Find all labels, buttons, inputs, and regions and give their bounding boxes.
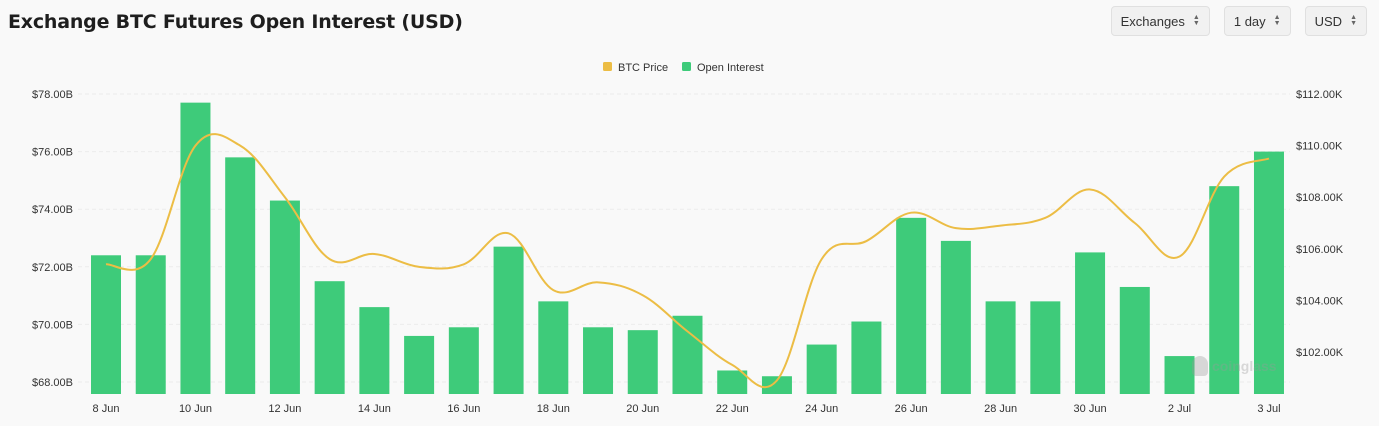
y-left-tick-label: $78.00B bbox=[32, 89, 73, 101]
exchanges-select[interactable]: Exchanges ▲ ▼ bbox=[1110, 6, 1210, 36]
coinglass-logo-icon bbox=[1192, 356, 1208, 376]
oi-bar bbox=[627, 330, 658, 394]
oi-bar bbox=[1164, 356, 1195, 394]
chevron-updown-icon: ▲ ▼ bbox=[1350, 14, 1357, 27]
oi-bar bbox=[1075, 252, 1106, 394]
x-tick-label: 22 Jun bbox=[716, 403, 749, 415]
btc-price-line bbox=[105, 133, 1270, 389]
oi-bar bbox=[91, 255, 121, 394]
page-title: Exchange BTC Futures Open Interest (USD) bbox=[8, 11, 463, 33]
x-tick-label: 18 Jun bbox=[537, 403, 570, 415]
oi-bar bbox=[269, 200, 300, 394]
oi-bar bbox=[583, 327, 614, 394]
y-right-tick-label: $106.00K bbox=[1296, 244, 1344, 256]
y-left-tick-label: $72.00B bbox=[32, 262, 73, 274]
x-tick-label: 20 Jun bbox=[626, 403, 659, 415]
x-tick-label: 2 Jul bbox=[1168, 403, 1191, 415]
oi-bar bbox=[225, 157, 256, 394]
y-left-tick-label: $74.00B bbox=[32, 204, 73, 216]
x-tick-label: 12 Jun bbox=[268, 403, 301, 415]
legend-label: Open Interest bbox=[697, 62, 764, 74]
x-tick-label: 3 Jul bbox=[1257, 403, 1280, 415]
oi-bar bbox=[314, 281, 345, 394]
oi-bar bbox=[1119, 286, 1150, 394]
chart-controls: Exchanges ▲ ▼ 1 day ▲ ▼ USD ▲ ▼ bbox=[1110, 6, 1367, 36]
legend-swatch bbox=[603, 62, 612, 71]
watermark-text: coinglass bbox=[1212, 358, 1277, 374]
oi-bar bbox=[761, 376, 792, 394]
oi-bar bbox=[985, 301, 1016, 394]
currency-select[interactable]: USD ▲ ▼ bbox=[1304, 6, 1367, 36]
y-right-tick-label: $112.00K bbox=[1296, 89, 1343, 101]
y-left-tick-label: $76.00B bbox=[32, 147, 73, 159]
oi-bar bbox=[135, 255, 166, 394]
oi-bar bbox=[538, 301, 569, 394]
oi-bar bbox=[717, 370, 748, 394]
oi-bar bbox=[1253, 151, 1284, 394]
currency-select-label: USD bbox=[1314, 13, 1343, 29]
oi-bar bbox=[940, 240, 971, 394]
x-tick-label: 10 Jun bbox=[179, 403, 212, 415]
x-tick-label: 16 Jun bbox=[447, 403, 480, 415]
oi-bar bbox=[359, 307, 390, 394]
y-right-tick-label: $102.00K bbox=[1296, 347, 1344, 359]
oi-bar bbox=[896, 217, 927, 394]
watermark: coinglass bbox=[1192, 356, 1277, 376]
legend-label: BTC Price bbox=[618, 62, 668, 74]
x-tick-label: 14 Jun bbox=[358, 403, 391, 415]
oi-bar bbox=[806, 344, 837, 394]
oi-bar bbox=[1030, 301, 1061, 394]
chevron-updown-icon: ▲ ▼ bbox=[1192, 14, 1200, 27]
chevron-updown-icon: ▲ ▼ bbox=[1273, 14, 1281, 27]
x-tick-label: 26 Jun bbox=[895, 403, 928, 415]
exchanges-select-label: Exchanges bbox=[1120, 13, 1185, 29]
x-tick-label: 30 Jun bbox=[1074, 403, 1107, 415]
legend-swatch bbox=[682, 62, 691, 71]
y-right-tick-label: $104.00K bbox=[1296, 295, 1344, 307]
oi-bar bbox=[493, 246, 524, 394]
oi-bar bbox=[1209, 186, 1240, 394]
oi-bar bbox=[404, 335, 435, 394]
interval-select-label: 1 day bbox=[1233, 13, 1266, 29]
y-left-tick-label: $70.00B bbox=[32, 319, 73, 331]
y-right-tick-label: $108.00K bbox=[1296, 192, 1344, 204]
oi-bar bbox=[672, 315, 703, 394]
x-tick-label: 24 Jun bbox=[805, 403, 838, 415]
x-tick-label: 28 Jun bbox=[984, 403, 1017, 415]
interval-select[interactable]: 1 day ▲ ▼ bbox=[1223, 6, 1291, 36]
y-left-tick-label: $68.00B bbox=[32, 377, 73, 389]
oi-bar bbox=[448, 327, 479, 394]
y-right-tick-label: $110.00K bbox=[1296, 141, 1343, 153]
x-tick-label: 8 Jun bbox=[93, 403, 120, 415]
oi-bar bbox=[851, 321, 882, 394]
oi-bar bbox=[180, 102, 211, 394]
